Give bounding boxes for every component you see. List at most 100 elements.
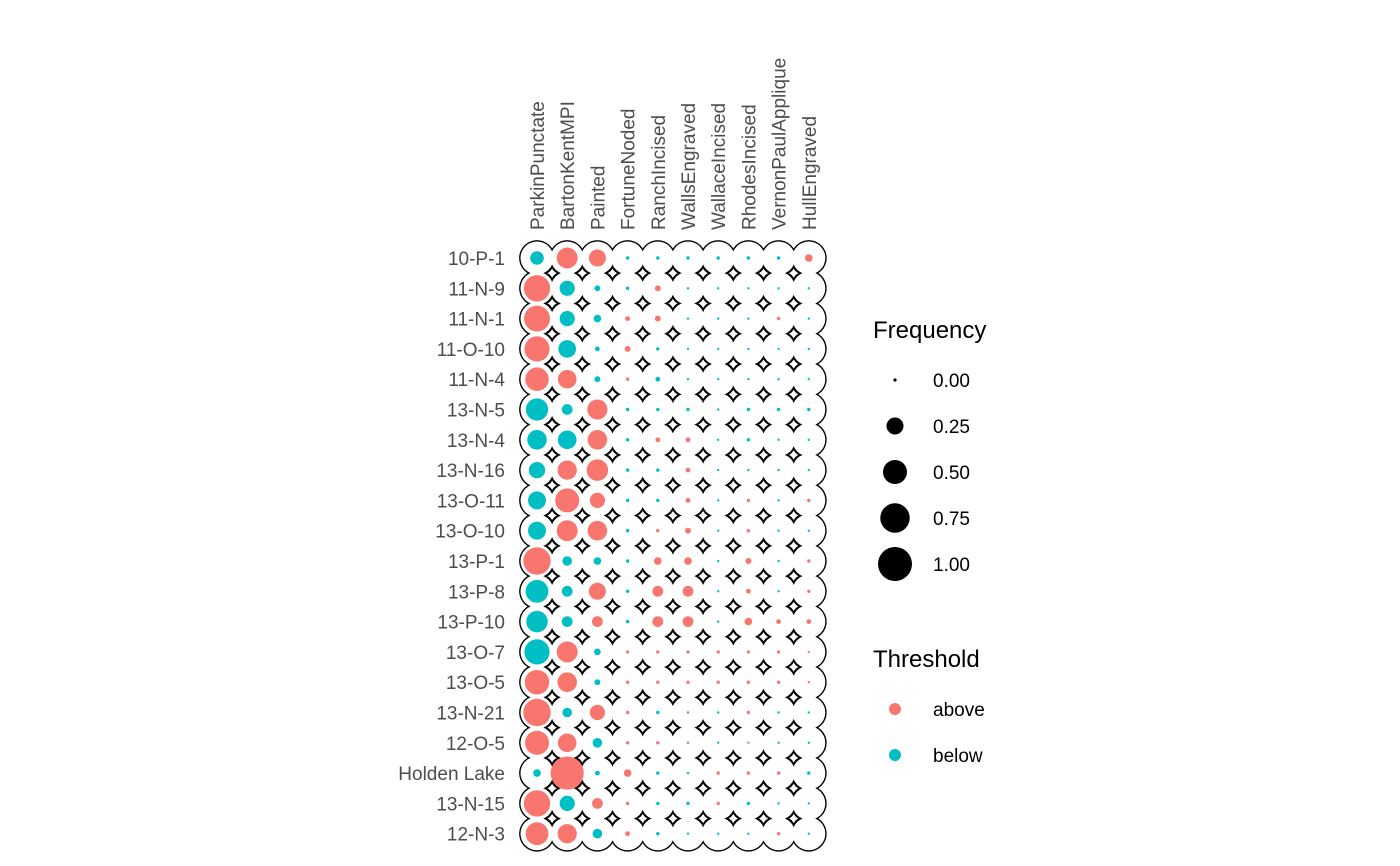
gap-marker xyxy=(784,658,803,676)
gap-marker xyxy=(724,627,743,646)
data-point xyxy=(716,650,720,654)
column-label: RanchIncised xyxy=(649,115,670,230)
gap-marker xyxy=(664,658,682,676)
data-point xyxy=(716,680,720,684)
data-point xyxy=(777,590,780,593)
data-point xyxy=(557,430,577,450)
gap-marker xyxy=(754,627,773,646)
data-point xyxy=(807,529,810,532)
data-point xyxy=(777,438,780,441)
data-point xyxy=(528,461,546,479)
data-point xyxy=(777,802,780,805)
data-point xyxy=(625,529,630,533)
gap-marker xyxy=(603,324,622,343)
gap-marker xyxy=(694,264,712,282)
data-point xyxy=(550,756,584,790)
gap-marker xyxy=(573,446,592,464)
column-label: HullEngraved xyxy=(800,116,821,230)
data-point xyxy=(746,710,751,715)
gap-marker xyxy=(694,749,712,767)
gap-marker xyxy=(784,809,803,828)
data-point xyxy=(682,616,694,627)
data-point xyxy=(656,680,660,684)
gap-marker xyxy=(573,749,592,767)
gap-marker xyxy=(664,809,682,828)
gap-marker xyxy=(603,658,622,676)
gap-marker xyxy=(724,446,743,464)
data-point xyxy=(592,737,603,748)
gap-marker xyxy=(784,597,803,616)
data-point xyxy=(747,378,750,381)
data-point xyxy=(586,459,609,481)
data-point xyxy=(686,407,690,412)
data-point xyxy=(656,771,660,775)
gap-marker xyxy=(694,324,712,343)
data-point xyxy=(652,585,664,597)
data-point xyxy=(524,305,550,332)
data-point xyxy=(587,520,608,541)
gap-marker xyxy=(573,597,592,616)
row-label: 12-O-5 xyxy=(446,734,505,755)
row-label: 11-N-4 xyxy=(448,370,505,391)
data-point xyxy=(807,832,810,835)
gap-marker xyxy=(543,688,561,707)
data-point xyxy=(524,669,550,695)
gap-marker xyxy=(664,324,682,343)
data-point xyxy=(625,650,630,654)
gap-marker xyxy=(543,476,561,495)
gap-marker xyxy=(573,537,592,555)
data-point xyxy=(684,557,692,565)
data-point xyxy=(557,369,577,389)
data-point xyxy=(686,711,690,714)
color-legend-key xyxy=(889,703,901,715)
gap-marker xyxy=(633,779,652,798)
data-point xyxy=(807,498,811,503)
data-point xyxy=(625,286,630,290)
data-point xyxy=(686,256,690,260)
gap-marker xyxy=(724,355,743,373)
data-point xyxy=(625,256,630,260)
data-point xyxy=(561,404,573,415)
gap-marker xyxy=(694,506,712,525)
row-label: 13-N-4 xyxy=(447,431,506,452)
data-point xyxy=(686,317,690,320)
row-label: Holden Lake xyxy=(398,764,505,785)
gap-marker xyxy=(543,264,561,282)
data-point xyxy=(530,251,544,265)
data-point xyxy=(807,711,810,714)
data-point xyxy=(746,438,751,442)
data-point xyxy=(747,317,750,320)
data-point xyxy=(747,741,750,744)
data-point xyxy=(744,617,753,626)
gap-marker xyxy=(603,415,622,434)
size-legend-key xyxy=(893,378,897,382)
data-point xyxy=(623,769,632,777)
data-point xyxy=(777,559,780,563)
gap-marker xyxy=(633,415,652,434)
gap-marker xyxy=(603,264,622,282)
data-point xyxy=(592,798,603,809)
gap-marker xyxy=(543,627,561,646)
data-point xyxy=(777,741,780,744)
size-legend-label: 0.50 xyxy=(933,463,970,484)
data-point xyxy=(685,437,691,443)
data-point xyxy=(523,547,551,575)
gap-marker xyxy=(754,446,773,464)
gap-marker xyxy=(754,537,773,555)
data-point xyxy=(686,347,690,351)
gap-marker xyxy=(603,537,622,555)
gap-marker xyxy=(754,779,773,798)
gap-marker xyxy=(694,597,712,616)
data-point xyxy=(656,256,660,260)
data-point xyxy=(717,590,720,593)
gap-marker xyxy=(724,749,743,767)
gap-marker xyxy=(724,718,743,737)
gap-marker xyxy=(694,567,712,585)
data-point xyxy=(807,468,810,472)
data-point xyxy=(717,741,720,744)
gap-marker xyxy=(784,476,803,495)
data-point xyxy=(746,498,751,503)
data-point xyxy=(524,730,550,755)
data-point xyxy=(652,616,664,627)
